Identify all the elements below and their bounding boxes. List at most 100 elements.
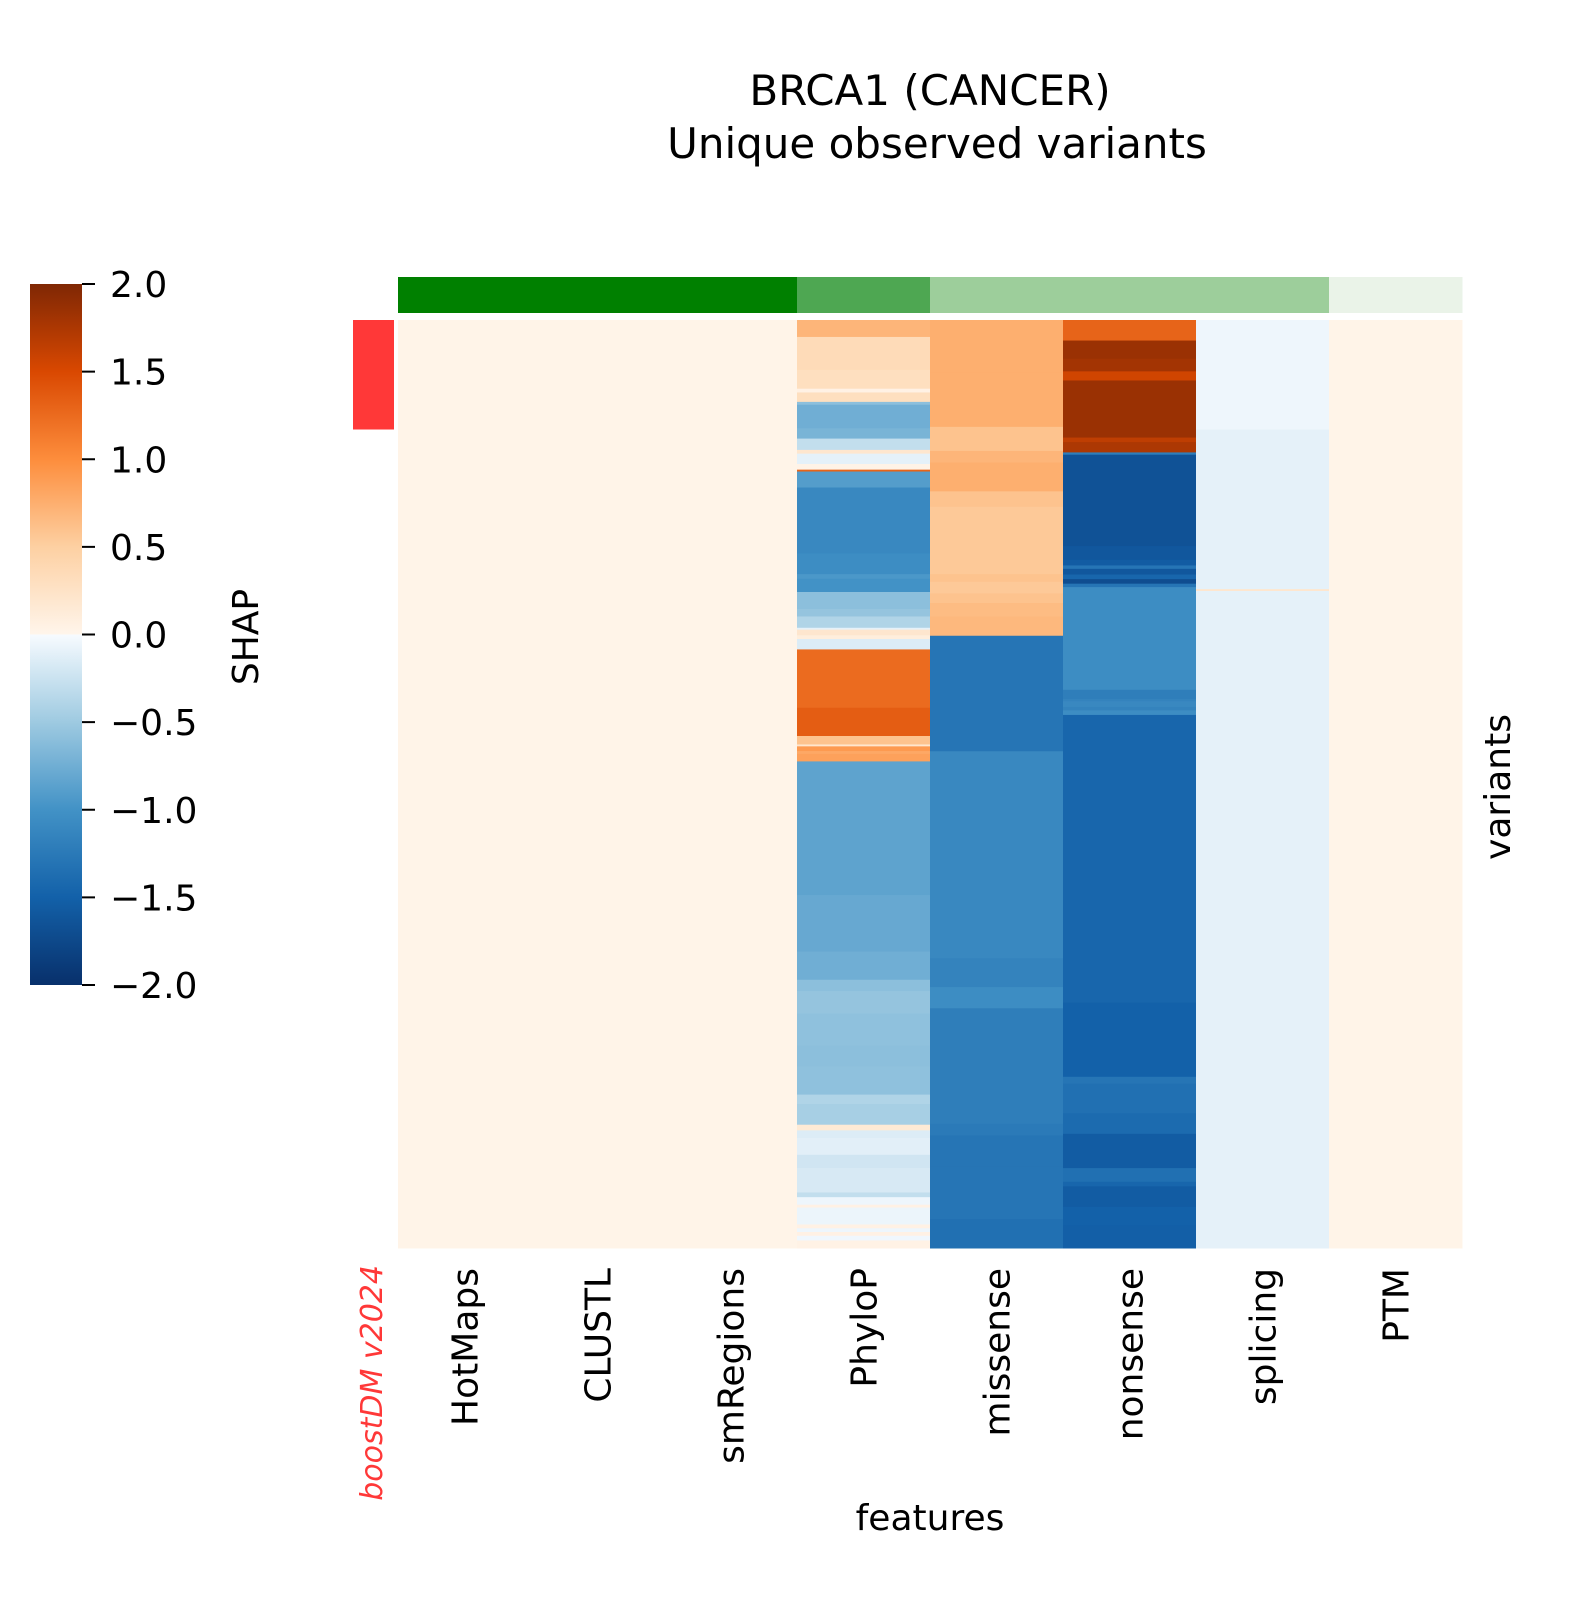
colorbar-tick-label: 0.5 [110, 528, 167, 569]
heatmap-cell [797, 895, 931, 953]
heatmap-cell [797, 1228, 931, 1233]
x-tick-label: nonsense [1111, 1268, 1152, 1440]
heatmap-cell [1063, 371, 1197, 381]
colorbar-label: SHAP [226, 589, 267, 685]
heatmap-cell [1063, 706, 1197, 711]
heatmap-cell [797, 401, 931, 406]
heatmap-cell [930, 987, 1064, 1009]
heatmap-cell [797, 438, 931, 451]
heatmap-cell [930, 491, 1064, 508]
heatmap-cell [797, 388, 931, 393]
chart-subtitle: Unique observed variants [667, 119, 1207, 168]
heatmap-cell [797, 1137, 931, 1156]
heatmap-cell [797, 464, 931, 471]
heatmap-cell [797, 392, 931, 403]
heatmap-cell [1196, 320, 1330, 431]
heatmap-cell [797, 751, 931, 755]
heatmap-cell [797, 753, 931, 762]
heatmap-cell [797, 1224, 931, 1229]
heatmap-cell [1063, 1186, 1197, 1208]
heatmap-cell [797, 487, 931, 554]
heatmap-cell [1063, 442, 1197, 453]
heatmap-cell [1063, 437, 1197, 443]
heatmap-cell [1063, 710, 1197, 716]
heatmap-cell [1063, 689, 1197, 700]
heatmap-cell [797, 369, 931, 390]
heatmap-cell [930, 581, 1064, 594]
heatmap-cell [1063, 1225, 1197, 1249]
heatmap-cell [930, 1008, 1064, 1125]
heatmap-cell [797, 1204, 931, 1209]
heatmap-cell [531, 320, 665, 1249]
heatmap-cell [797, 471, 931, 489]
x-axis-label: features [856, 1498, 1005, 1539]
heatmap-cell [797, 608, 931, 617]
heatmap-cell [797, 744, 931, 747]
heatmap-cell [797, 404, 931, 429]
heatmap-cell [797, 469, 931, 473]
heatmap-cell [1063, 698, 1197, 702]
heatmap-cell [930, 593, 1064, 604]
heatmap-cell [1063, 701, 1197, 708]
heatmap-cell [664, 320, 798, 1249]
x-tick-label: splicing [1244, 1268, 1285, 1405]
heatmap-cell [797, 616, 931, 629]
heatmap-cell [1063, 1076, 1197, 1085]
heatmap-cell [797, 1197, 931, 1206]
heatmap-cell [930, 462, 1064, 492]
heatmap-cell [1063, 1113, 1197, 1135]
heatmap-cell [797, 1240, 931, 1249]
heatmap-cell [1063, 1206, 1197, 1226]
heatmap-cell [797, 320, 931, 338]
heatmap-cell [930, 603, 1064, 617]
heatmap-cell [1063, 340, 1197, 360]
colorbar-tick-label: −0.5 [110, 703, 197, 744]
heatmap-cell [797, 639, 931, 650]
column-group-cell [664, 277, 798, 313]
heatmap-cell [1063, 568, 1197, 576]
heatmap-cell [1063, 1002, 1197, 1078]
colorbar-tick-label: 0.0 [110, 616, 167, 657]
chart-title: BRCA1 (CANCER) [749, 66, 1110, 115]
heatmap-cell [1063, 1181, 1197, 1187]
heatmap-cell [797, 883, 931, 896]
heatmap-cell [930, 372, 1064, 428]
heatmap-cell [398, 320, 532, 1249]
heatmap-cell [1063, 583, 1197, 588]
column-group-cell [398, 277, 532, 313]
column-group-cell [930, 277, 1064, 313]
colorbar-tick-label: 1.5 [110, 353, 167, 394]
heatmap-cell [1063, 454, 1197, 547]
heatmap-cell [930, 450, 1064, 463]
heatmap-cell [1063, 1133, 1197, 1169]
heatmap-cell [797, 1168, 931, 1193]
x-tick-label: missense [978, 1268, 1019, 1436]
heatmap-cell [1063, 587, 1197, 691]
column-group-annotation [398, 277, 1463, 313]
heatmap-cell [797, 629, 931, 636]
heatmap-cell [1063, 714, 1197, 1004]
heatmap-cell [1063, 1083, 1197, 1114]
column-group-cell [531, 277, 665, 313]
heatmap-cell [1063, 1168, 1197, 1183]
heatmap-cell [797, 428, 931, 440]
heatmap-cell [797, 578, 931, 593]
heatmap-cell [797, 1207, 931, 1225]
heatmap-cell [797, 736, 931, 745]
heatmap-cell [797, 761, 931, 885]
heatmap-cell [797, 1045, 931, 1067]
heatmap-cell [797, 635, 931, 640]
heatmap-cell [797, 1094, 931, 1105]
heatmap-cell [797, 1130, 931, 1139]
heatmap-cell [797, 746, 931, 752]
heatmap-cell [797, 553, 931, 575]
column-group-cell [797, 277, 931, 313]
heatmap-cell [797, 951, 931, 981]
heatmap-cell [930, 751, 1064, 959]
heatmap-cell [1063, 358, 1197, 372]
heatmap-cell [797, 707, 931, 737]
heatmap-cell [797, 1104, 931, 1126]
column-group-cell [1329, 277, 1463, 313]
heatmap-cell [1063, 320, 1197, 342]
